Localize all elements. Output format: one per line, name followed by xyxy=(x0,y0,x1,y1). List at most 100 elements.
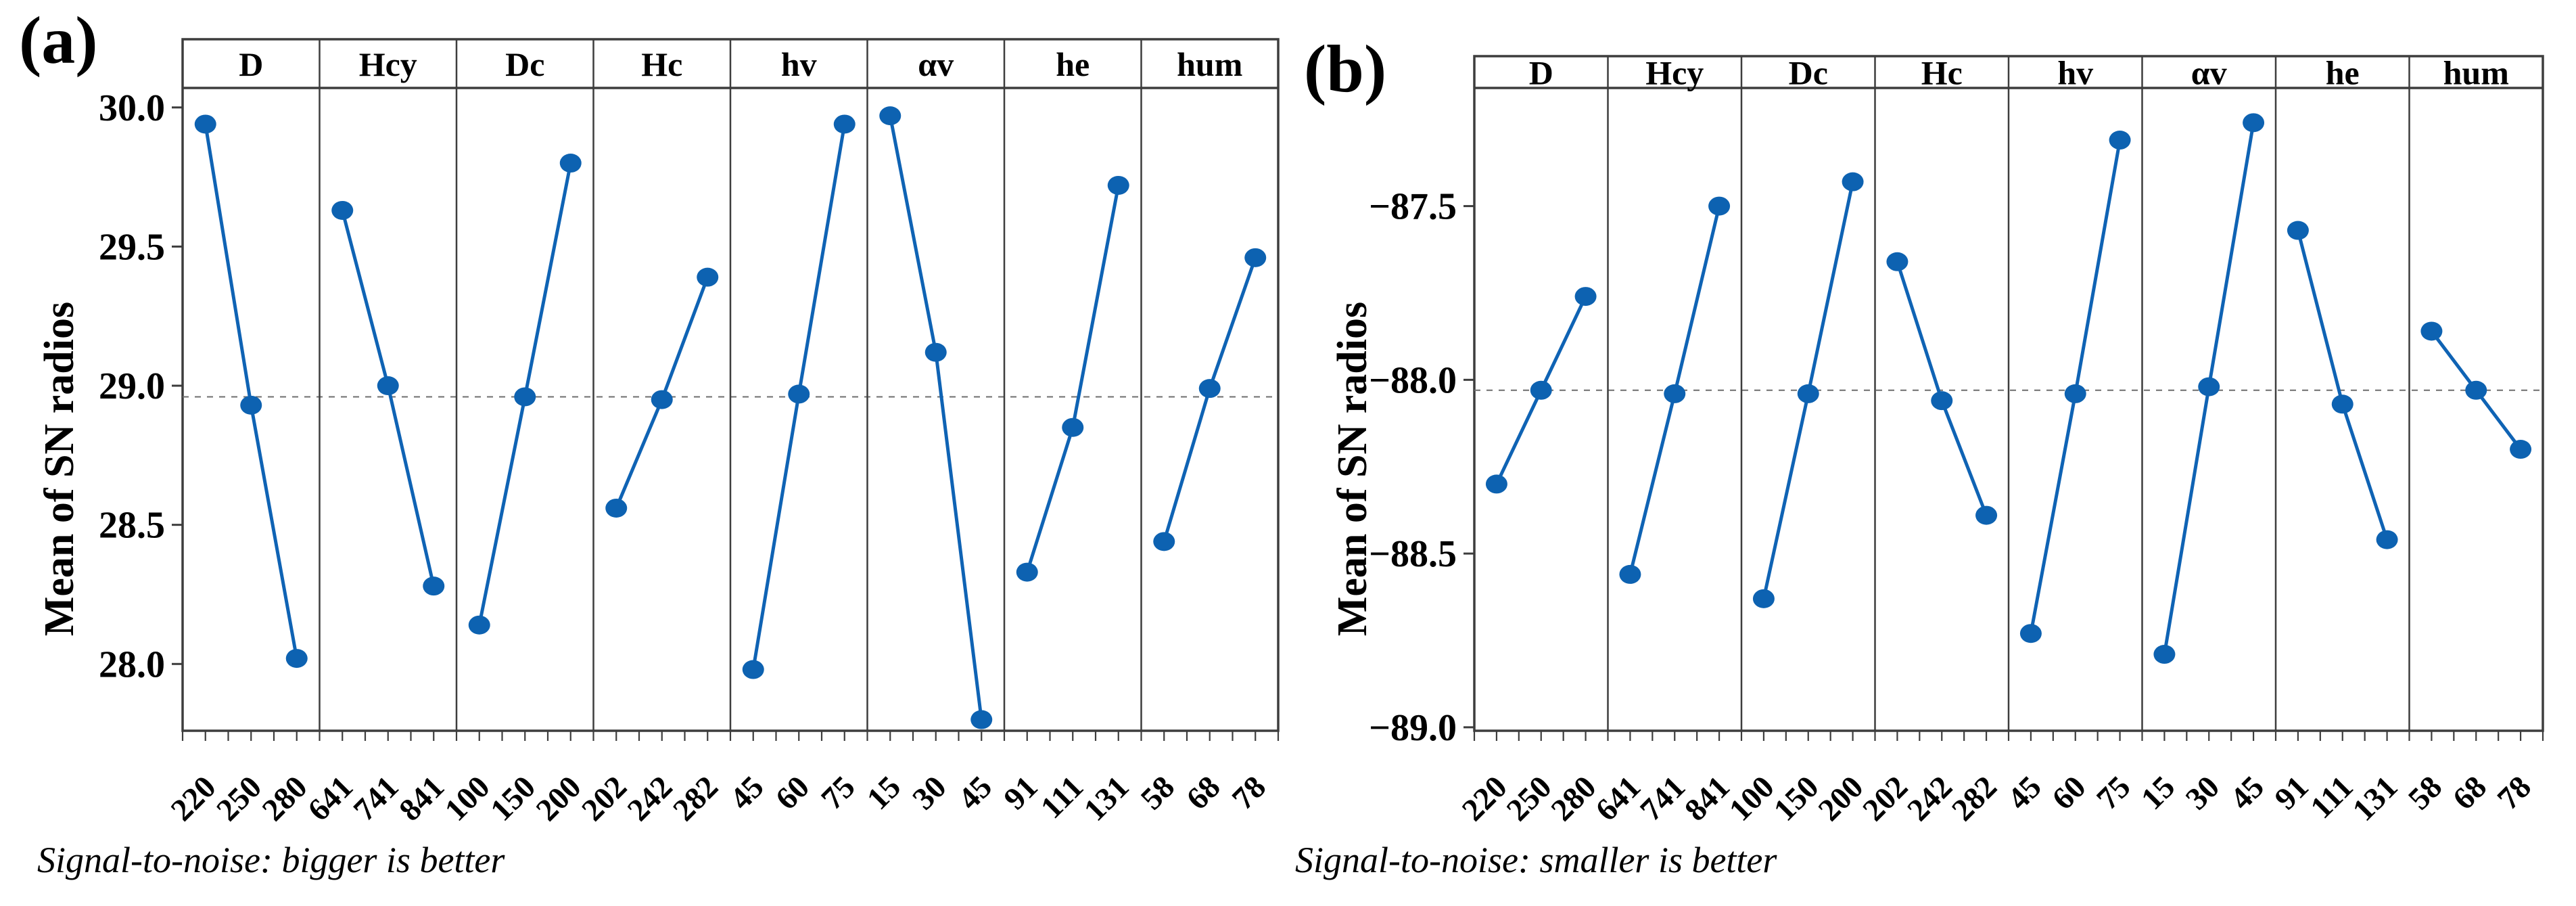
factor-header-label: D xyxy=(239,45,263,83)
data-point-marker xyxy=(468,615,490,635)
data-point-marker xyxy=(2109,131,2131,150)
data-point-marker xyxy=(2376,530,2398,549)
data-point-marker xyxy=(1485,474,1507,494)
data-point-marker xyxy=(833,114,856,134)
data-point-marker xyxy=(697,267,719,287)
panel-a-caption: Signal-to-noise: bigger is better xyxy=(37,840,505,880)
data-point-marker xyxy=(2198,377,2220,397)
data-point-marker xyxy=(1708,196,1731,216)
y-axis-tick-label: 30.0 xyxy=(99,87,165,129)
x-axis-level-label: 45 xyxy=(2001,769,2048,817)
data-point-marker xyxy=(1752,589,1775,608)
y-axis-tick-label: 29.0 xyxy=(99,365,165,407)
data-point-marker xyxy=(2019,624,2042,643)
factor-header-label: he xyxy=(1056,45,1090,83)
x-axis-level-label: 45 xyxy=(724,769,771,817)
data-point-marker xyxy=(1797,384,1819,403)
x-axis-level-label: 78 xyxy=(2491,769,2538,817)
x-axis-level-label: 15 xyxy=(860,769,908,817)
data-point-marker xyxy=(559,154,582,173)
x-axis-level-label: 282 xyxy=(1945,769,2004,828)
factor-header-label: Hc xyxy=(1921,54,1963,92)
x-axis-level-label: 15 xyxy=(2134,769,2182,817)
x-axis-level-label: 91 xyxy=(998,769,1045,817)
factor-effect-line xyxy=(2296,229,2389,542)
data-point-marker xyxy=(1664,384,1686,403)
data-point-marker xyxy=(2153,645,2176,664)
x-axis-level-label: 131 xyxy=(1077,769,1136,828)
data-point-marker xyxy=(377,376,399,396)
data-point-marker xyxy=(1153,532,1175,551)
data-point-marker xyxy=(879,106,901,126)
data-point-marker xyxy=(2064,384,2086,403)
panel-a-label: (a) xyxy=(19,3,98,78)
factor-effect-line xyxy=(1895,260,1988,518)
data-point-marker xyxy=(1886,252,1908,271)
x-axis-level-label: 282 xyxy=(666,769,725,828)
factor-header-label: he xyxy=(2326,54,2360,92)
data-point-marker xyxy=(1198,379,1221,399)
data-point-marker xyxy=(1062,417,1084,437)
y-axis-tick-label: −88.5 xyxy=(1369,533,1457,575)
panel-b-caption: Signal-to-noise: smaller is better xyxy=(1295,840,1777,880)
x-axis-level-label: 45 xyxy=(952,769,999,817)
x-axis-level-label: 111 xyxy=(1034,769,1090,825)
data-point-marker xyxy=(924,342,947,362)
data-point-marker xyxy=(1975,505,1998,525)
data-point-marker xyxy=(2465,380,2487,400)
data-point-marker xyxy=(2331,394,2353,414)
factor-effect-line xyxy=(340,208,436,588)
data-point-marker xyxy=(423,576,445,596)
data-point-marker xyxy=(1842,172,1864,191)
data-point-marker xyxy=(2287,221,2309,240)
factor-effect-line xyxy=(204,122,299,660)
factor-header-label: hv xyxy=(2057,54,2093,92)
y-axis-tick-label: −88.0 xyxy=(1369,359,1457,401)
factor-header-label: Dc xyxy=(505,45,544,83)
factor-header-label: Hcy xyxy=(359,45,417,83)
data-point-marker xyxy=(285,649,308,669)
data-point-marker xyxy=(1016,562,1038,582)
data-point-marker xyxy=(1619,564,1641,584)
x-axis-level-label: 68 xyxy=(2446,769,2493,817)
data-point-marker xyxy=(514,387,536,407)
panel-b-label: (b) xyxy=(1304,31,1387,106)
x-axis-level-label: 58 xyxy=(2402,769,2449,817)
factor-header-label: αv xyxy=(918,45,954,83)
x-axis-level-label: 68 xyxy=(1180,769,1227,817)
y-axis-tick-label: 29.5 xyxy=(99,226,165,268)
data-point-marker xyxy=(240,395,262,415)
data-point-marker xyxy=(651,390,673,409)
x-axis-level-label: 75 xyxy=(2090,769,2137,817)
data-point-marker xyxy=(331,200,354,220)
data-point-marker xyxy=(1244,248,1267,267)
x-axis-level-label: 30 xyxy=(906,769,954,817)
data-point-marker xyxy=(2420,321,2443,341)
y-axis-tick-label: −87.5 xyxy=(1369,186,1457,228)
factor-header-label: Dc xyxy=(1789,54,1828,92)
x-axis-level-label: 78 xyxy=(1225,769,1273,817)
factor-effect-line xyxy=(888,114,983,722)
data-point-marker xyxy=(605,498,628,518)
data-point-marker xyxy=(1530,380,1552,400)
x-axis-level-label: 75 xyxy=(815,769,862,817)
data-point-marker xyxy=(1107,175,1129,195)
factor-header-label: hv xyxy=(781,45,817,83)
x-axis-level-label: 30 xyxy=(2179,769,2226,817)
y-axis-tick-label: 28.5 xyxy=(99,505,165,547)
data-point-marker xyxy=(742,660,764,679)
data-point-marker xyxy=(2243,113,2265,133)
y-axis-tick-label: 28.0 xyxy=(99,643,165,685)
x-axis-level-label: 131 xyxy=(2346,769,2405,828)
x-axis-level-label: 60 xyxy=(769,769,816,817)
factor-header-label: hum xyxy=(2443,54,2509,92)
factor-header-label: Hc xyxy=(641,45,682,83)
x-axis-level-label: 45 xyxy=(2224,769,2271,817)
data-point-marker xyxy=(194,114,216,134)
data-point-marker xyxy=(970,710,993,729)
x-axis-level-label: 60 xyxy=(2046,769,2093,817)
data-point-marker xyxy=(1931,391,1953,411)
factor-effect-line xyxy=(1025,183,1121,574)
